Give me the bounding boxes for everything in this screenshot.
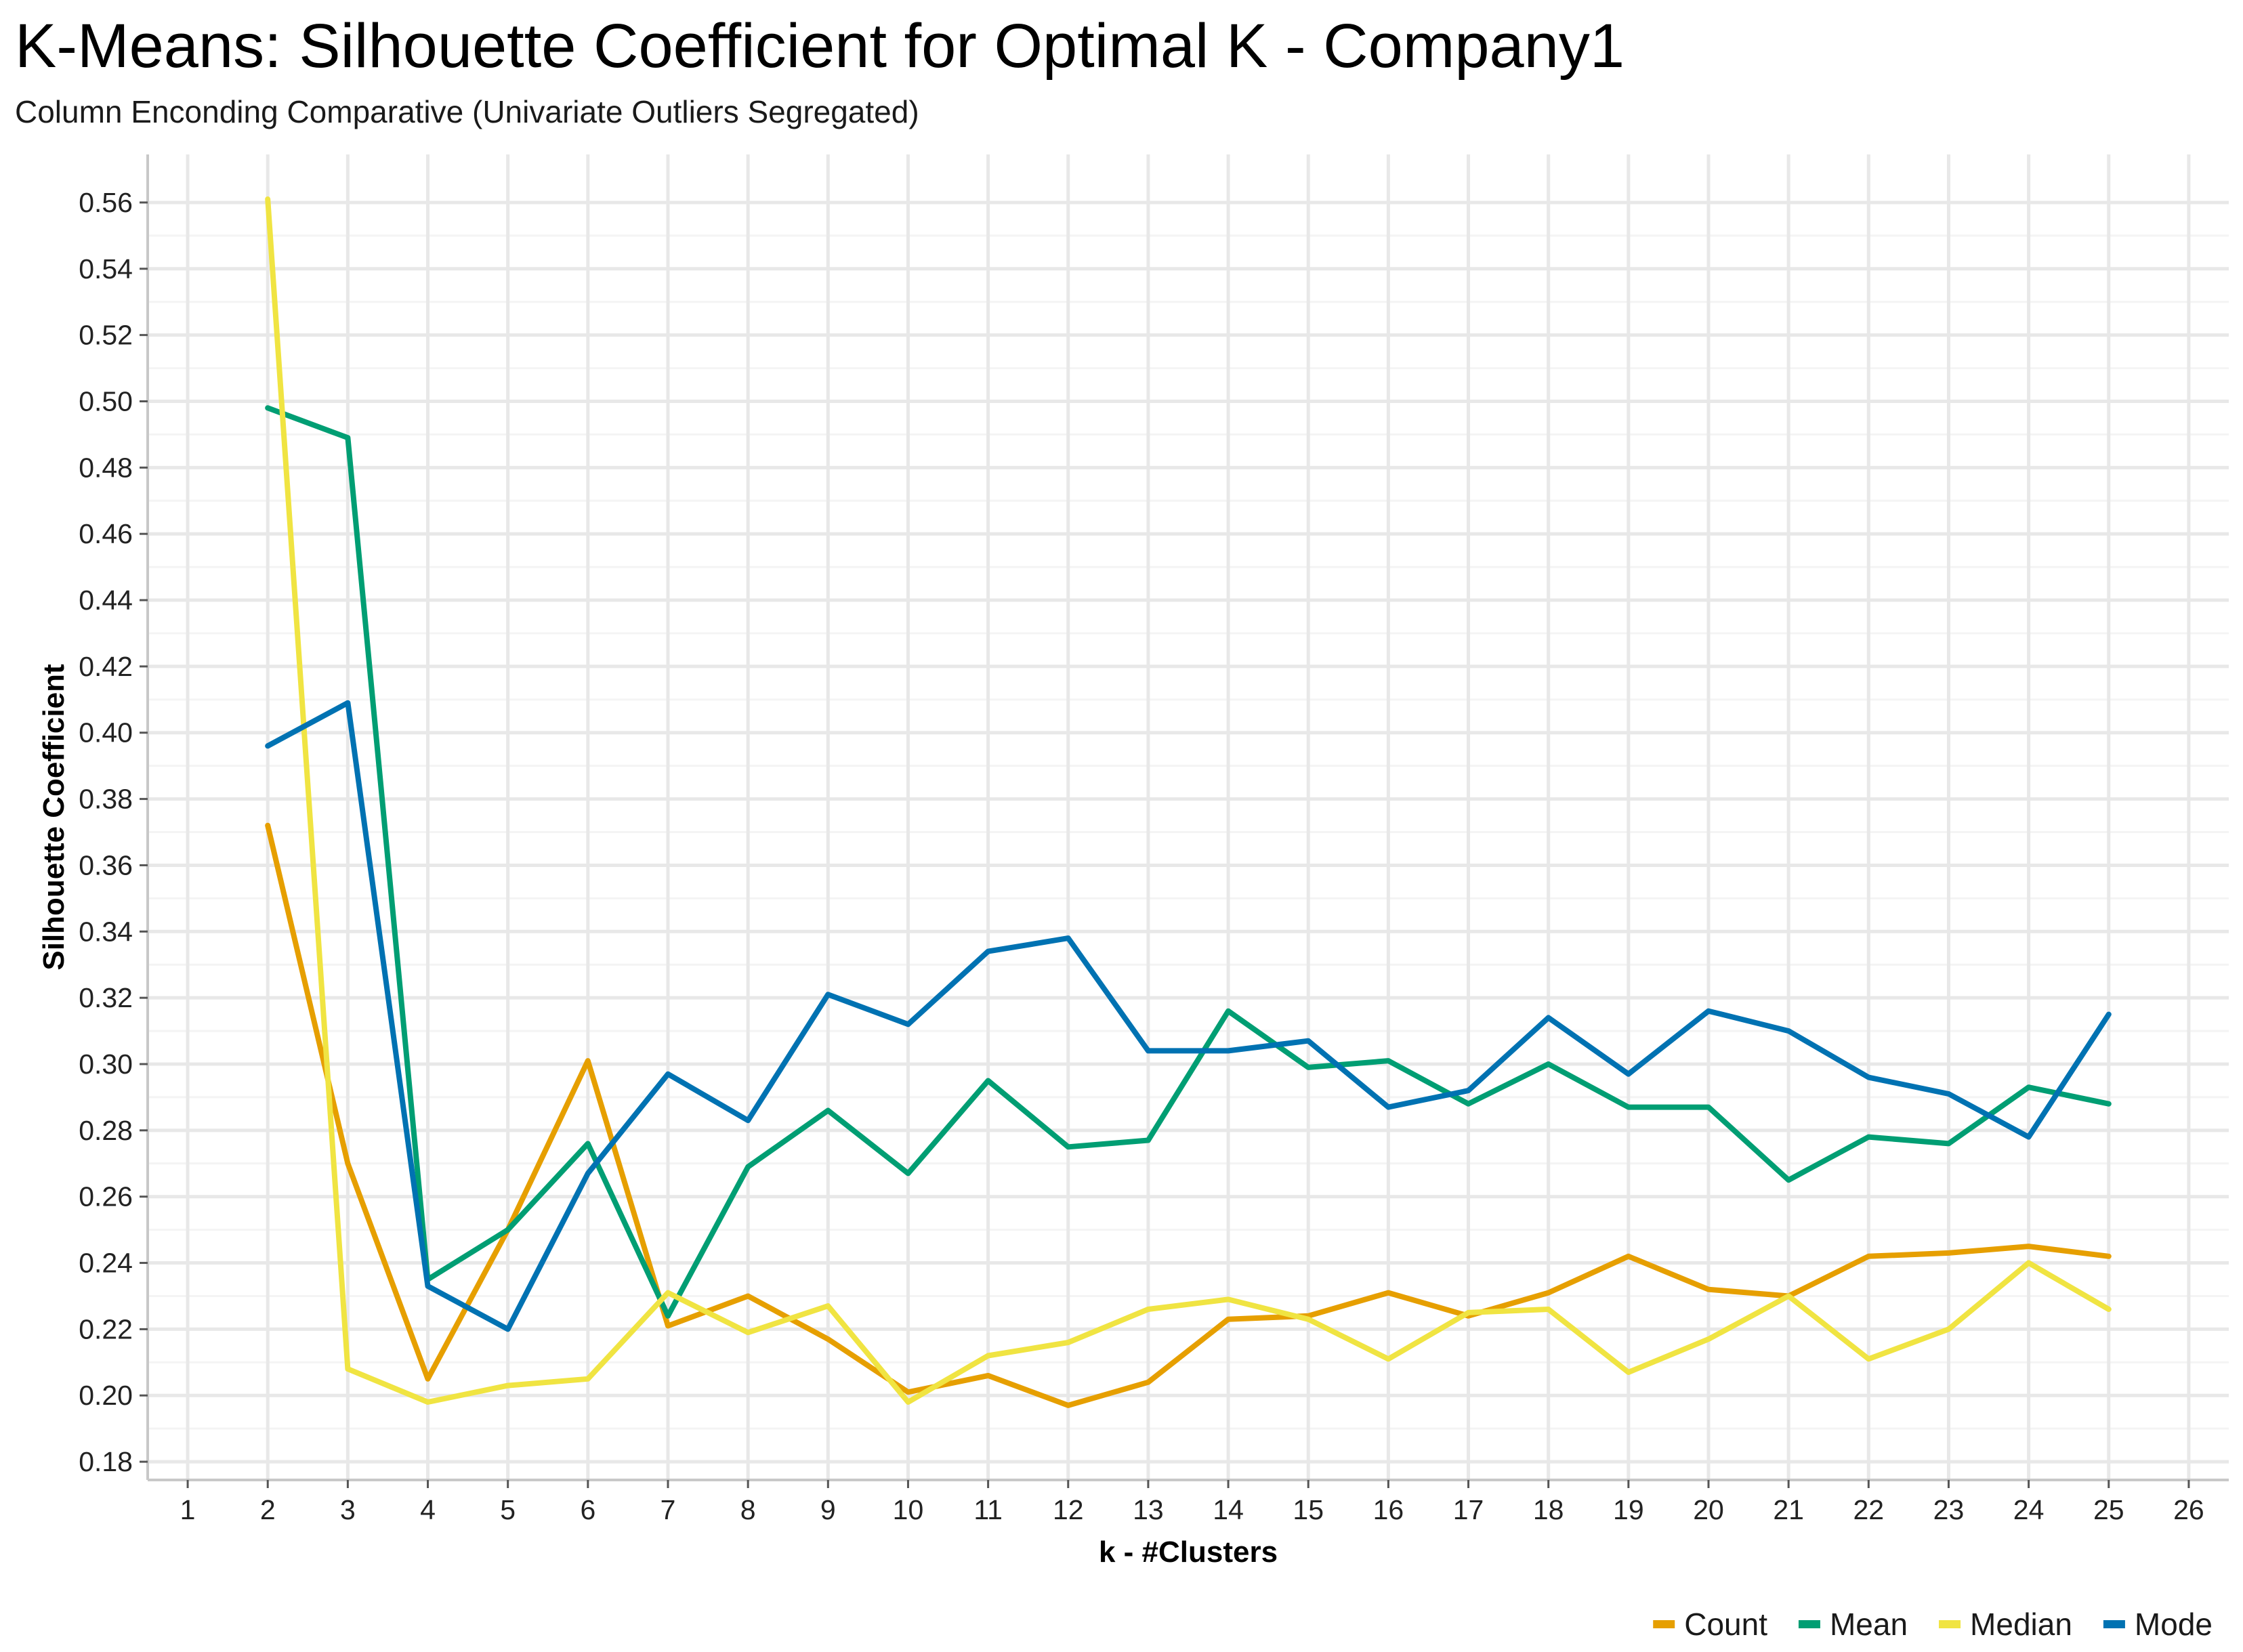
legend-label-count: Count: [1684, 1607, 1767, 1642]
legend-label-mean: Mean: [1830, 1607, 1908, 1642]
y-tick-label: 0.20: [79, 1380, 133, 1411]
y-tick-label: 0.50: [79, 385, 133, 417]
x-tick-label: 22: [1853, 1494, 1885, 1525]
y-tick-label: 0.34: [79, 916, 133, 947]
x-tick-label: 5: [500, 1494, 516, 1525]
legend-label-median: Median: [1970, 1607, 2072, 1642]
x-tick-label: 24: [2013, 1494, 2045, 1525]
x-tick-label: 8: [740, 1494, 756, 1525]
x-tick-label: 11: [973, 1494, 1003, 1525]
legend-label-mode: Mode: [2135, 1607, 2213, 1642]
x-tick-label: 17: [1453, 1494, 1484, 1525]
y-tick-label: 0.36: [79, 849, 133, 881]
x-tick-label: 14: [1213, 1494, 1244, 1525]
x-tick-label: 26: [2173, 1494, 2204, 1525]
x-tick-label: 1: [180, 1494, 196, 1525]
x-tick-label: 6: [580, 1494, 595, 1525]
grid: [148, 154, 2229, 1480]
y-tick-label: 0.44: [79, 585, 133, 616]
x-tick-label: 25: [2093, 1494, 2124, 1525]
x-tick-label: 7: [661, 1494, 676, 1525]
x-tick-label: 9: [820, 1494, 836, 1525]
x-tick-label: 16: [1373, 1494, 1404, 1525]
y-tick-label: 0.54: [79, 253, 133, 284]
y-tick-label: 0.48: [79, 452, 133, 483]
y-axis-title: Silhouette Coefficient: [37, 664, 70, 971]
chart-title: K-Means: Silhouette Coefficient for Opti…: [15, 12, 1625, 81]
series-line-median: [265, 196, 2112, 1405]
x-tick-label: 18: [1533, 1494, 1564, 1525]
y-tick-label: 0.30: [79, 1049, 133, 1080]
series-lines: [265, 196, 2112, 1408]
y-tick-label: 0.46: [79, 518, 133, 549]
axes: 0.18 0.20 0.22 0.24 0.26 0.28 0.30 0.32 0.34 0.36…: [79, 154, 2229, 1525]
series-line-count: [265, 822, 2112, 1408]
x-tick-label: 2: [260, 1494, 276, 1525]
x-tick-label: 4: [420, 1494, 436, 1525]
chart-subtitle: Column Enconding Comparative (Univariate…: [15, 94, 919, 129]
y-tick-label: 0.38: [79, 784, 133, 815]
series-line-mean: [265, 405, 2112, 1319]
y-tick-label: 0.56: [79, 187, 133, 218]
y-tick-label: 0.42: [79, 651, 133, 682]
x-tick-label: 20: [1693, 1494, 1724, 1525]
y-tick-label: 0.28: [79, 1115, 133, 1146]
x-tick-label: 21: [1773, 1494, 1804, 1525]
series-line-mode: [265, 700, 2112, 1332]
y-tick-label: 0.18: [79, 1446, 133, 1477]
x-tick-label: 19: [1613, 1494, 1644, 1525]
y-tick-label: 0.32: [79, 982, 133, 1013]
x-tick-label: 3: [340, 1494, 356, 1525]
x-tick-label: 15: [1293, 1494, 1324, 1525]
x-tick-label: 10: [893, 1494, 924, 1525]
y-tick-label: 0.52: [79, 320, 133, 351]
x-tick-label: 23: [1933, 1494, 1965, 1525]
y-tick-label: 0.22: [79, 1313, 133, 1344]
y-tick-label: 0.40: [79, 717, 133, 748]
x-tick-label: 13: [1133, 1494, 1164, 1525]
x-tick-label: 12: [1053, 1494, 1084, 1525]
y-tick-label: 0.26: [79, 1181, 133, 1212]
y-tick-label: 0.24: [79, 1248, 133, 1279]
legend: Count Mean Median Mode: [1653, 1607, 2213, 1642]
x-axis-title: k - #Clusters: [1099, 1535, 1278, 1569]
